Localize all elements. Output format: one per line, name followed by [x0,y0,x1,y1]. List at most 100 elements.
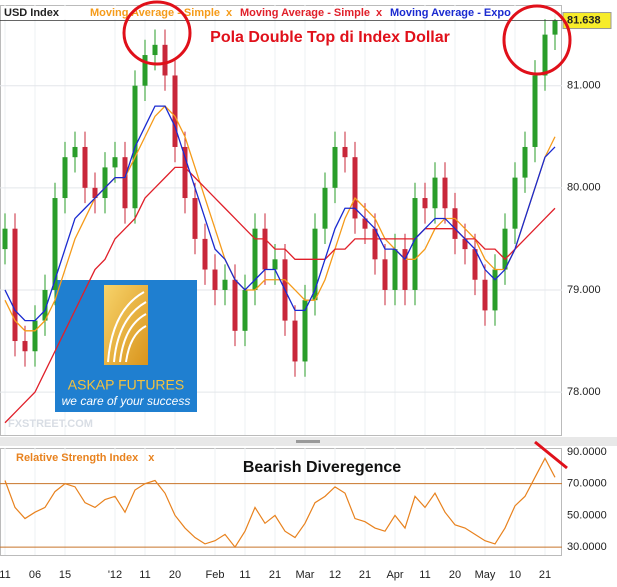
company-name: ASKAP FUTURES [68,377,184,393]
candle-body [382,259,388,290]
candle-body [512,177,518,229]
candle-body [542,34,548,76]
x-tick-label: 10 [509,569,521,581]
main-frame [0,5,562,436]
candle-body [502,228,508,270]
candle-body [412,198,418,290]
x-tick-label: Apr [386,569,403,581]
legend-title: USD Index [4,7,60,19]
y-tick-label: 80.000 [567,182,601,194]
current-price-label: 81.638 [567,14,601,26]
highlight-circle [122,0,192,66]
y-tick-label: 90.0000 [567,446,607,458]
candle-body [212,269,218,290]
candle-body [92,187,98,199]
x-tick-label: 20 [169,569,181,581]
watermark: FXSTREET.COM [8,418,93,430]
company-tagline: we care of your success [62,394,191,408]
x-tick-label: 11 [139,569,150,581]
x-tick-label: Mar [296,569,315,581]
candle-body [442,177,448,209]
rsi-line [4,457,556,549]
candle-body [32,320,38,352]
x-tick-label: '12 [108,569,122,581]
legend-entry[interactable]: Moving Average - Expo [390,7,511,19]
candle-body [342,146,348,158]
annotation: Pola Double Top di Index Dollar [210,29,450,46]
candle-body [262,228,268,270]
highlight-circle [502,4,572,76]
divergence-marker [534,440,568,470]
x-tick-label: 11 [0,569,11,581]
candle-body [22,341,28,352]
rsi [4,457,556,549]
candle-body [292,320,298,362]
candle-body [152,44,158,56]
candle-body [72,146,78,158]
candle-body [352,157,358,219]
y-tick-label: 79.000 [567,284,601,296]
candle-body [402,249,408,290]
legend-remove[interactable]: x [376,7,383,19]
candle-body [422,198,428,209]
candle-body [522,146,528,178]
candle-body [122,157,128,209]
candle-body [452,208,458,239]
legend-entry[interactable]: Moving Average - Simple [240,7,370,19]
candle-body [462,238,468,250]
candle-body [312,228,318,301]
x-tick-label: 06 [29,569,41,581]
candle-body [52,198,58,290]
candle-body [482,279,488,311]
candle-body [372,228,378,260]
candle-body [142,55,148,86]
candle-body [492,269,498,311]
candle-body [252,228,258,290]
legend-remove[interactable]: x [226,7,233,19]
candle-body [192,198,198,239]
logo-rays [107,291,147,363]
legend-remove[interactable]: x [148,452,155,464]
y-tick-label: 78.000 [567,386,601,398]
candle-body [62,157,68,199]
candle-body [222,279,228,290]
candle-body [242,289,248,331]
candle-body [302,300,308,362]
rsi-frame [0,448,562,556]
x-tick-label: 12 [329,569,341,581]
annotation: Bearish Diveregence [243,459,401,476]
x-tick-label: Feb [206,569,225,581]
logo-icon [104,285,148,365]
candle-body [112,157,118,168]
candle-body [272,259,278,270]
candle-body [2,228,8,250]
y-tick-label: 70.0000 [567,478,607,490]
candle-body [472,249,478,280]
panel-title: Relative Strength Index [16,452,139,464]
x-tick-label: 21 [539,569,551,581]
x-tick-label: 11 [419,569,430,581]
candle-body [362,218,368,229]
candles [2,9,558,424]
candle-body [42,289,48,321]
splitter-grip [296,440,320,443]
y-tick-label: 81.000 [567,80,601,92]
candle-body [532,75,538,147]
candle-body [102,167,108,199]
candle-body [172,75,178,147]
y-tick-label: 50.0000 [567,509,607,521]
candle-body [12,228,18,342]
candle-body [82,146,88,188]
candle-body [552,20,558,35]
candle-body [202,238,208,270]
candle-body [162,44,168,76]
candle-body [322,187,328,229]
legend-entry[interactable]: Moving Average - Simple [90,7,220,19]
legend-background [1,6,561,19]
moving-average-line [4,105,556,322]
x-tick-label: May [475,569,496,581]
x-tick-label: 15 [59,569,71,581]
candle-body [392,249,398,290]
x-tick-label: 21 [269,569,281,581]
